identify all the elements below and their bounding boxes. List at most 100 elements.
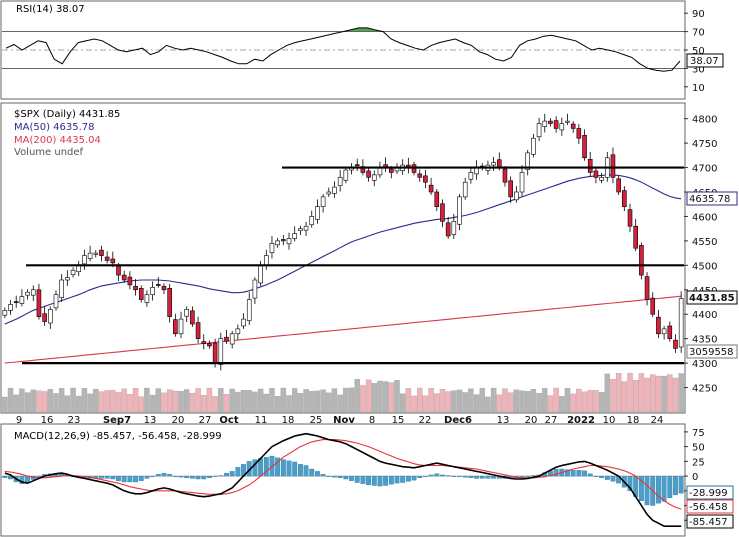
last-price-label: 4431.85 [689, 293, 735, 304]
candle-up [542, 120, 548, 127]
volume-bar [19, 388, 25, 413]
macd-histogram-bar [286, 460, 292, 477]
macd-histogram-bar [229, 471, 235, 477]
volume-bar [161, 392, 167, 413]
volume-bar [132, 387, 139, 413]
macd-histogram-bar [474, 475, 479, 479]
macd-histogram-bar [121, 475, 127, 483]
macd-panel-frame [0, 423, 686, 537]
candle-up [514, 191, 519, 201]
candle-up [246, 299, 252, 321]
macd-histogram-bar [599, 475, 605, 478]
macd-histogram-bar [161, 472, 167, 477]
volume-bar [274, 396, 281, 413]
rsi-tick-label: 70 [692, 28, 705, 39]
candle-up [235, 328, 241, 335]
candle-down [127, 276, 133, 286]
price-tick-label: 4500 [692, 261, 717, 272]
macd-histogram-bar [604, 475, 610, 480]
macd-histogram-bar [349, 475, 354, 481]
candle-down [593, 170, 599, 178]
candle-down [110, 258, 116, 264]
volume-bar [280, 387, 287, 413]
rsi-tick-label: 50 [692, 46, 705, 57]
macd-histogram-bar [468, 475, 474, 478]
macd-histogram-bar [587, 473, 593, 477]
macd-histogram-bar [252, 459, 258, 477]
candle-up [258, 265, 263, 284]
volume-bar [240, 390, 247, 413]
volume-bar [172, 390, 179, 413]
volume-bar [627, 372, 633, 413]
volume-bar [155, 388, 161, 413]
macd-histogram-bar [667, 475, 673, 499]
volume-bar [553, 387, 559, 413]
macd-histogram-bar [627, 475, 633, 491]
price-tick-label: 4550 [692, 237, 717, 248]
candle-up [332, 186, 337, 194]
candle-down [116, 265, 121, 276]
x-axis-label: 25 [310, 415, 323, 426]
candle-up [93, 252, 99, 255]
volume-bar [502, 388, 508, 413]
macd-tick-label: 25 [692, 457, 705, 468]
volume-bar [547, 395, 554, 413]
candle-down [502, 168, 508, 183]
candle-up [70, 269, 76, 275]
macd-histogram-bar [184, 475, 190, 478]
candle-up [229, 333, 235, 345]
x-axis-label: 2022 [567, 415, 595, 426]
volume-bar [598, 391, 605, 413]
volume-bar [530, 389, 537, 413]
candle-down [156, 284, 161, 286]
macd-histogram-bar [110, 475, 116, 480]
candle-down [281, 239, 286, 242]
x-axis-label: 23 [68, 415, 81, 426]
volume-bar [166, 389, 173, 413]
volume-bar [519, 390, 525, 413]
candle-up [8, 304, 13, 311]
macd-histogram-bar [235, 467, 241, 477]
x-axis-label: 18 [282, 415, 295, 426]
volume-bar [30, 389, 36, 413]
price-title: $SPX (Daily) 4431.85 [14, 109, 120, 120]
volume-bar [138, 396, 144, 413]
macd-histogram-bar [582, 470, 587, 477]
volume-bar [127, 394, 133, 413]
ma200-line [4, 295, 682, 364]
volume-bar [394, 379, 400, 413]
x-axis-label: 16 [41, 415, 54, 426]
volume-bar [513, 389, 520, 413]
candle-up [178, 318, 184, 335]
x-axis-label: 18 [627, 415, 640, 426]
x-axis-label: 8 [369, 415, 375, 426]
volume-bar [7, 387, 14, 413]
volume-bar [218, 388, 224, 413]
candle-down [138, 288, 144, 300]
volume-bar [104, 390, 110, 413]
volume-bar [621, 381, 628, 413]
macd-title: MACD(12,26,9) -85.457, -56.458, -28.999 [14, 431, 222, 442]
volume-bar [365, 379, 372, 413]
volume-bar [667, 374, 673, 413]
volume-bar [559, 395, 565, 413]
candle-down [190, 310, 195, 325]
volume-bar [434, 393, 440, 413]
x-axis-label: 27 [199, 415, 212, 426]
candle-up [661, 328, 667, 335]
volume-legend: Volume undef [14, 147, 84, 158]
volume-bar [604, 373, 610, 413]
candle-down [553, 120, 559, 129]
x-axis-label: 10 [603, 415, 616, 426]
macd-histogram-bar [155, 474, 161, 477]
volume-bar [655, 375, 662, 413]
macd-histogram-bar [360, 475, 366, 484]
macd-histogram-bar [297, 464, 303, 477]
macd-histogram-bar [570, 470, 576, 477]
macd-histogram-bar [530, 475, 536, 477]
volume-bar [252, 391, 258, 413]
volume-bar [644, 377, 650, 413]
rsi-tick-label: 30 [692, 64, 705, 75]
candle-down [508, 180, 513, 198]
